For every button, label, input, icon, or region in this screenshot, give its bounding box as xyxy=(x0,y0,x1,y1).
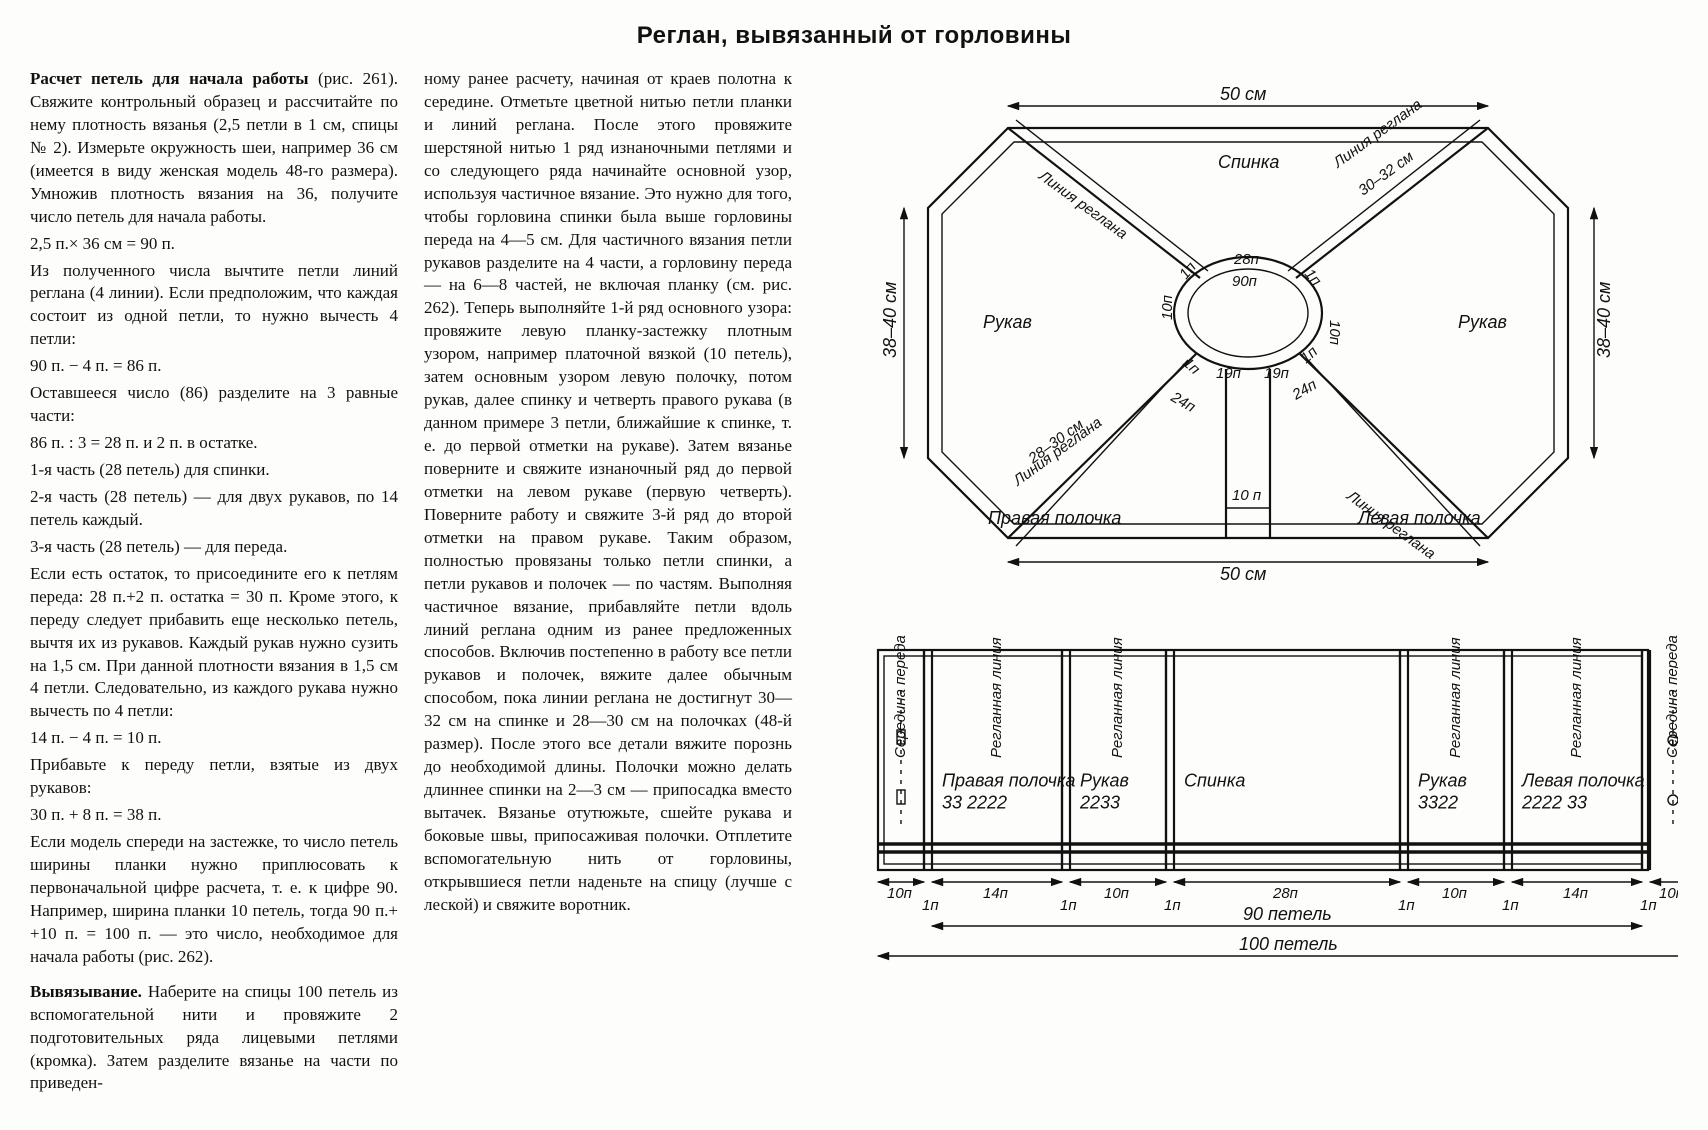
diagram-raglan-scheme: 10 п 50 см 50 см 38–40 см 38–40 см Линия… xyxy=(818,68,1678,588)
c1-p9: 3-я часть (28 петель) — для переда. xyxy=(30,536,398,559)
svg-text:1п: 1п xyxy=(1398,897,1415,914)
svg-text:Рукав: Рукав xyxy=(1080,770,1129,790)
lbl-sleeve-r: Рукав xyxy=(1458,312,1507,332)
lbl-left-dim: 38–40 см xyxy=(880,282,900,358)
lbl-raglan-tl: Линия реглана xyxy=(1035,167,1131,243)
c1-p13: 30 п. + 8 п. = 38 п. xyxy=(30,804,398,827)
c1-p11: 14 п. − 4 п. = 10 п. xyxy=(30,727,398,750)
svg-text:2222 33: 2222 33 xyxy=(1521,792,1587,812)
svg-text:Регланная линия: Регланная линия xyxy=(988,637,1005,758)
lbl-neck-24a: 24п xyxy=(1167,388,1198,416)
diagram-panel: 10 п 50 см 50 см 38–40 см 38–40 см Линия… xyxy=(818,68,1678,1000)
page-title: Реглан, вывязанный от горловины xyxy=(30,22,1678,50)
svg-text:2233: 2233 xyxy=(1079,792,1120,812)
lbl-front-l: Левая полочка xyxy=(1357,508,1481,528)
lbl-front-r: Правая полочка xyxy=(988,508,1121,528)
c1-p14: Если модель спереди на застежке, то числ… xyxy=(30,831,398,969)
svg-text:14п: 14п xyxy=(983,885,1008,902)
lbl-top-dim: 50 см xyxy=(1220,84,1266,104)
svg-text:Середина переда: Середина переда xyxy=(892,635,909,758)
lbl-neck-10b: 10п xyxy=(1326,320,1343,345)
svg-text:Левая полочка: Левая полочка xyxy=(1521,770,1645,790)
c1-p10: Если есть остаток, то присоедините его к… xyxy=(30,563,398,724)
c1-p1: (рис. 261). Свяжите контрольный образец … xyxy=(30,69,398,226)
c1-p4: 90 п. − 4 п. = 86 п. xyxy=(30,355,398,378)
svg-text:10п: 10п xyxy=(887,885,912,902)
svg-text:3322: 3322 xyxy=(1418,792,1458,812)
lbl-neck-19b: 19п xyxy=(1264,365,1289,382)
c1-lead: Расчет петель для начала работы xyxy=(30,69,309,88)
lbl-placket: 10 п xyxy=(1232,487,1261,504)
svg-text:Спинка: Спинка xyxy=(1184,770,1245,790)
svg-text:10п: 10п xyxy=(1104,885,1129,902)
lbl-neck-1d: 1п xyxy=(1297,343,1321,367)
lbl-neck-28: 28п xyxy=(1233,251,1259,268)
svg-text:Середина переда: Середина переда xyxy=(1664,635,1678,758)
lbl-neck-24b: 24п xyxy=(1289,376,1320,404)
lbl-neck-1c: 1п xyxy=(1179,354,1203,378)
svg-text:1п: 1п xyxy=(1640,897,1657,914)
lbl-neck-1b: 1п xyxy=(1301,266,1325,290)
lbl-sleeve-l: Рукав xyxy=(983,312,1032,332)
svg-text:Регланная линия: Регланная линия xyxy=(1447,637,1464,758)
svg-text:33 2222: 33 2222 xyxy=(942,792,1007,812)
lbl-raglan-bl: Линия реглана xyxy=(1010,414,1106,490)
svg-text:28п: 28п xyxy=(1272,885,1298,902)
svg-text:100 петель: 100 петель xyxy=(1239,934,1338,954)
svg-text:10п: 10п xyxy=(1659,885,1678,902)
lbl-neck-19a: 19п xyxy=(1216,365,1241,382)
c1-p8: 2-я часть (28 петель) — для двух рукавов… xyxy=(30,486,398,532)
c1-p12: Прибавьте к переду петли, взятые из двух… xyxy=(30,754,398,800)
c1-p3: Из полученного числа вычтите петли линий… xyxy=(30,260,398,352)
lbl-neck-10a: 10п xyxy=(1159,295,1176,320)
diagram-stitch-layout: Середина переда10п1пРегланная линияПрава… xyxy=(818,610,1678,1000)
c1-p5: Оставшееся число (86) разделите на 3 рав… xyxy=(30,382,398,428)
svg-text:Рукав: Рукав xyxy=(1418,770,1467,790)
svg-text:Правая полочка: Правая полочка xyxy=(942,770,1075,790)
text-column-1: Расчет петель для начала работы (рис. 26… xyxy=(30,68,398,1099)
c1-p6: 86 п. : 3 = 28 п. и 2 п. в остатке. xyxy=(30,432,398,455)
svg-text:10п: 10п xyxy=(1442,885,1467,902)
svg-text:1п: 1п xyxy=(922,897,939,914)
svg-text:1п: 1п xyxy=(1060,897,1077,914)
c1-p7: 1-я часть (28 петель) для спинки. xyxy=(30,459,398,482)
c2-p1: ному ранее расчету, начиная от краев пол… xyxy=(424,68,792,917)
page-layout: Расчет петель для начала работы (рис. 26… xyxy=(30,68,1678,1099)
svg-text:1п: 1п xyxy=(1164,897,1181,914)
lbl-bot-dim: 50 см xyxy=(1220,564,1266,584)
lbl-right-dim: 38–40 см xyxy=(1594,282,1614,358)
lbl-back: Спинка xyxy=(1218,152,1279,172)
svg-text:Регланная линия: Регланная линия xyxy=(1568,637,1585,758)
svg-text:14п: 14п xyxy=(1563,885,1588,902)
svg-text:90 петель: 90 петель xyxy=(1243,904,1332,924)
c1-p15-lead: Вывязывание. xyxy=(30,982,142,1001)
text-column-2: ному ранее расчету, начиная от краев пол… xyxy=(424,68,792,921)
svg-text:1п: 1п xyxy=(1502,897,1519,914)
lbl-neck-90: 90п xyxy=(1232,273,1257,290)
svg-text:Регланная линия: Регланная линия xyxy=(1109,637,1126,758)
c1-p2: 2,5 п.× 36 см = 90 п. xyxy=(30,233,398,256)
